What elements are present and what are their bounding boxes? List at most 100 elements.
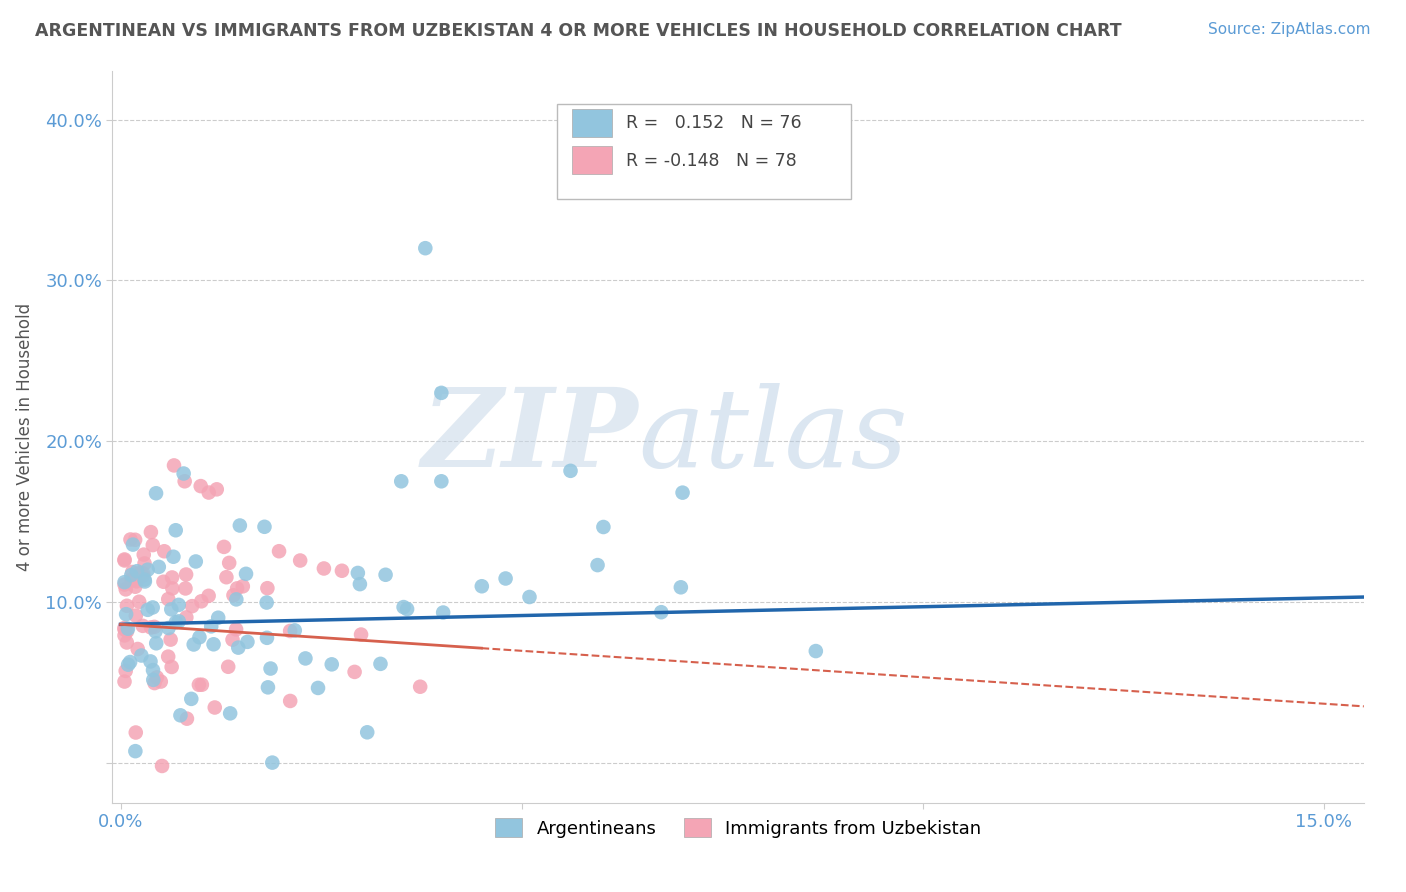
- Point: [256, 631, 278, 645]
- Point: [236, 635, 259, 649]
- Point: [122, 538, 145, 552]
- Point: [347, 566, 370, 580]
- Point: [120, 568, 142, 582]
- Point: [125, 725, 148, 739]
- Point: [204, 700, 226, 714]
- Point: [191, 678, 214, 692]
- Legend: Argentineans, Immigrants from Uzbekistan: Argentineans, Immigrants from Uzbekistan: [488, 811, 988, 845]
- Point: [120, 533, 142, 547]
- FancyBboxPatch shape: [572, 110, 612, 137]
- Point: [519, 590, 541, 604]
- Point: [409, 680, 432, 694]
- Point: [176, 610, 198, 624]
- Point: [160, 602, 183, 616]
- Point: [592, 520, 614, 534]
- Point: [343, 665, 366, 679]
- Point: [124, 533, 146, 547]
- Point: [671, 485, 693, 500]
- Point: [152, 574, 174, 589]
- Point: [131, 648, 153, 663]
- Text: R = -0.148   N = 78: R = -0.148 N = 78: [626, 152, 796, 169]
- Point: [650, 605, 672, 619]
- Point: [312, 561, 335, 575]
- Point: [145, 636, 167, 650]
- Point: [188, 630, 211, 644]
- Point: [167, 598, 190, 612]
- Point: [257, 681, 280, 695]
- Point: [235, 566, 257, 581]
- Point: [180, 691, 202, 706]
- Point: [471, 579, 494, 593]
- Point: [148, 560, 170, 574]
- Point: [132, 548, 155, 562]
- Point: [218, 556, 240, 570]
- Point: [356, 725, 378, 739]
- Point: [132, 619, 155, 633]
- Text: R =   0.152   N = 76: R = 0.152 N = 76: [626, 114, 801, 132]
- Point: [146, 670, 169, 684]
- Point: [150, 759, 173, 773]
- Point: [121, 565, 143, 579]
- Point: [370, 657, 392, 671]
- Point: [143, 620, 166, 634]
- Point: [139, 525, 162, 540]
- FancyBboxPatch shape: [557, 104, 851, 200]
- Point: [184, 554, 207, 568]
- Text: atlas: atlas: [638, 384, 908, 491]
- Point: [225, 623, 247, 637]
- Point: [143, 676, 166, 690]
- Point: [190, 479, 212, 493]
- Point: [114, 628, 136, 642]
- Point: [374, 567, 396, 582]
- Point: [173, 467, 195, 481]
- Point: [114, 552, 136, 566]
- Point: [232, 579, 254, 593]
- Point: [128, 595, 150, 609]
- Point: [145, 624, 167, 639]
- Point: [159, 632, 181, 647]
- Point: [117, 622, 139, 636]
- Point: [217, 659, 239, 673]
- Point: [134, 574, 156, 589]
- Point: [396, 602, 419, 616]
- Point: [157, 592, 180, 607]
- Point: [169, 708, 191, 723]
- Point: [495, 572, 517, 586]
- Point: [117, 657, 139, 672]
- Point: [267, 544, 290, 558]
- Y-axis label: 4 or more Vehicles in Household: 4 or more Vehicles in Household: [15, 303, 34, 571]
- Point: [142, 538, 165, 552]
- Point: [350, 627, 373, 641]
- Point: [432, 606, 454, 620]
- Point: [149, 674, 172, 689]
- Point: [165, 523, 187, 537]
- Point: [114, 553, 136, 567]
- Point: [160, 660, 183, 674]
- Point: [197, 589, 219, 603]
- Point: [219, 706, 242, 721]
- Point: [167, 615, 190, 629]
- Point: [256, 596, 278, 610]
- Point: [125, 564, 148, 578]
- Point: [284, 624, 307, 638]
- Point: [174, 567, 197, 582]
- Point: [669, 580, 692, 594]
- Point: [115, 624, 138, 639]
- Text: Source: ZipAtlas.com: Source: ZipAtlas.com: [1208, 22, 1371, 37]
- Point: [162, 549, 184, 564]
- Point: [226, 640, 249, 655]
- Point: [114, 577, 136, 591]
- Point: [349, 577, 371, 591]
- Point: [136, 603, 159, 617]
- Point: [114, 623, 136, 637]
- Point: [321, 657, 343, 672]
- Point: [165, 615, 187, 630]
- Point: [259, 661, 281, 675]
- Point: [132, 566, 155, 581]
- Point: [157, 621, 180, 635]
- Point: [278, 694, 301, 708]
- Point: [134, 573, 156, 587]
- Text: ARGENTINEAN VS IMMIGRANTS FROM UZBEKISTAN 4 OR MORE VEHICLES IN HOUSEHOLD CORREL: ARGENTINEAN VS IMMIGRANTS FROM UZBEKISTA…: [35, 22, 1122, 40]
- Point: [145, 486, 167, 500]
- Point: [139, 620, 162, 634]
